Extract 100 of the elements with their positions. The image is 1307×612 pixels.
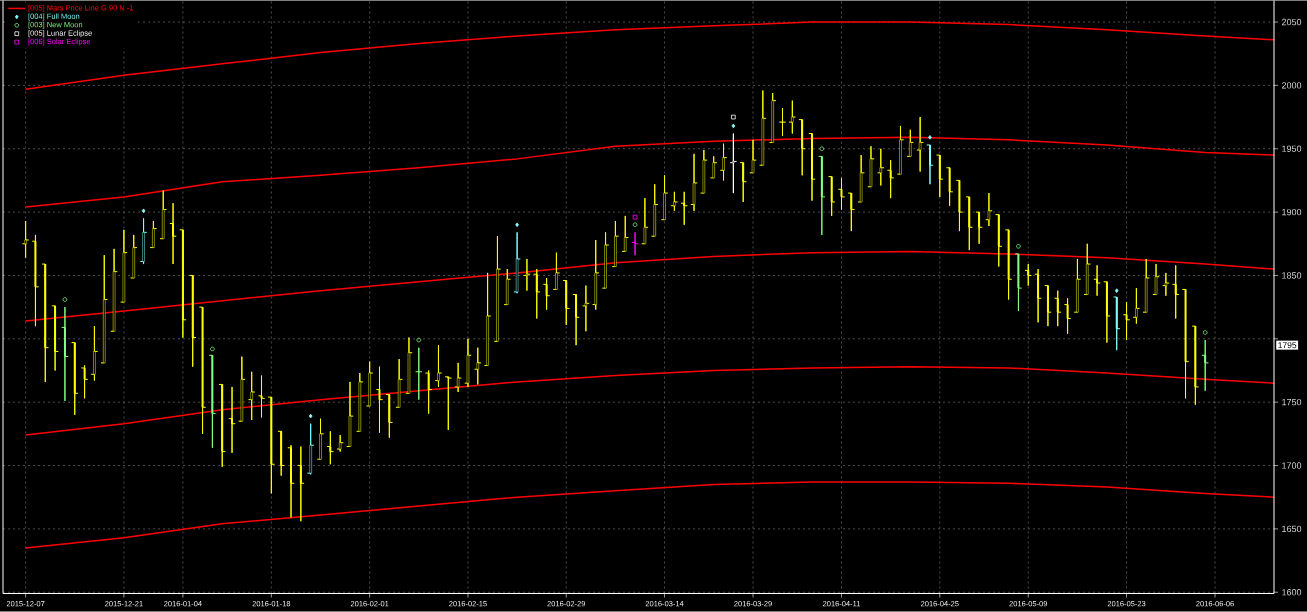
candlestick <box>1103 281 1111 344</box>
candlestick <box>680 191 688 226</box>
candlestick <box>159 190 167 240</box>
candlestick <box>208 355 217 449</box>
candlestick <box>906 129 915 158</box>
candlestick <box>1073 258 1082 313</box>
candlestick <box>188 275 197 368</box>
candlestick <box>149 220 158 249</box>
candlestick <box>1054 290 1062 327</box>
candlestick <box>464 338 472 388</box>
point <box>731 123 736 129</box>
candlestick <box>1171 265 1180 320</box>
point <box>62 297 68 303</box>
line-series <box>24 366 1275 437</box>
candlestick <box>247 371 256 421</box>
point <box>210 346 215 352</box>
candlestick <box>365 361 374 407</box>
candlestick <box>503 268 512 306</box>
candlestick <box>316 418 325 460</box>
candlestick <box>513 232 521 294</box>
candlestick <box>690 153 698 212</box>
candlestick <box>818 156 826 236</box>
candlestick <box>1034 268 1042 324</box>
candlestick <box>719 143 728 182</box>
point <box>308 414 313 419</box>
candlestick <box>965 196 974 251</box>
point <box>515 222 519 228</box>
candlestick <box>356 372 364 433</box>
candlestick <box>670 191 679 212</box>
candlestick <box>474 347 482 386</box>
candlestick <box>631 232 639 256</box>
candlestick <box>857 154 865 203</box>
candlestick <box>169 202 177 265</box>
candlestick <box>877 148 885 187</box>
candlestick <box>1044 285 1052 327</box>
candlestick <box>995 214 1003 268</box>
candlestick <box>1014 253 1023 312</box>
candlestick <box>385 394 394 439</box>
candlestick <box>847 192 856 232</box>
candlestick <box>1181 289 1190 400</box>
candlestick <box>749 139 757 174</box>
candlestick <box>346 381 354 448</box>
candlestick <box>51 305 59 372</box>
candlestick <box>936 154 944 198</box>
candlestick <box>218 384 226 468</box>
candlestick <box>1083 243 1091 296</box>
candlestick <box>493 235 502 343</box>
candlestick <box>611 220 620 268</box>
candlestick <box>808 133 816 202</box>
candlestick <box>228 386 236 454</box>
candlestick <box>1132 287 1141 325</box>
candlestick <box>1112 296 1121 351</box>
y-tick-label: 2000 <box>1281 82 1302 89</box>
candlestick <box>886 159 895 199</box>
candlestick <box>1152 263 1160 296</box>
point <box>416 338 422 343</box>
candlestick <box>945 167 954 207</box>
candlestick <box>562 280 570 326</box>
candlestick <box>788 100 797 135</box>
candlestick <box>61 306 69 402</box>
candlestick <box>31 234 40 327</box>
y-tick-label: 1750 <box>1282 399 1302 406</box>
y-tick-label: 2050 <box>1281 19 1302 26</box>
candlestick <box>985 192 993 227</box>
candlestick <box>523 258 531 292</box>
candlestick <box>542 277 551 311</box>
candlestick <box>424 370 433 415</box>
candlestick <box>709 156 718 179</box>
candlestick <box>759 90 767 166</box>
candlestick <box>778 107 787 137</box>
line-series <box>24 481 1275 549</box>
candlestick <box>41 263 50 383</box>
candlestick <box>110 248 118 332</box>
y-tick-label: 1850 <box>1282 272 1302 279</box>
candlestick <box>326 431 335 465</box>
candlestick <box>867 145 875 188</box>
candlestick <box>768 92 777 144</box>
candlestick <box>267 396 276 495</box>
candlestick <box>1142 258 1150 313</box>
candlestick <box>660 175 669 221</box>
candlestick <box>1201 339 1209 392</box>
candlestick <box>483 272 492 367</box>
candlestick <box>179 229 187 339</box>
candlestick <box>1093 265 1101 297</box>
candlestick <box>395 358 403 408</box>
candlestick <box>1024 263 1032 287</box>
candlestick <box>592 239 600 311</box>
candlestick <box>90 325 99 382</box>
point <box>1114 288 1119 294</box>
candlestick <box>1191 325 1200 406</box>
candlestick <box>139 218 148 265</box>
candlestick <box>798 119 806 177</box>
candlestick <box>916 116 924 173</box>
candlestick <box>21 220 30 259</box>
candlestick <box>729 133 738 194</box>
point <box>819 146 825 152</box>
candlestick <box>454 362 462 393</box>
candlestick <box>120 229 128 303</box>
candlestick <box>926 144 934 185</box>
point <box>1016 244 1021 249</box>
